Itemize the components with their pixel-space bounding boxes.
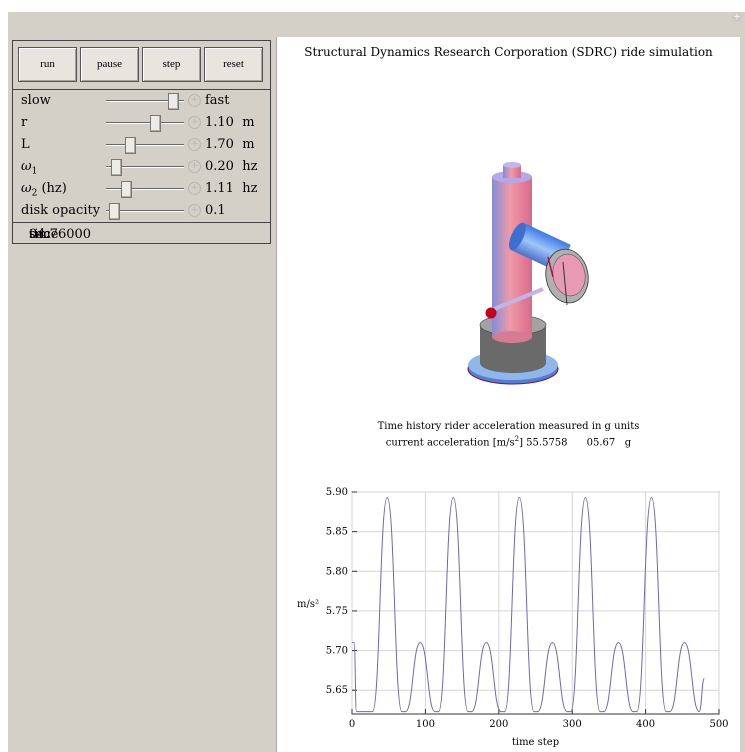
rider-point	[485, 307, 497, 319]
plus-corner-icon[interactable]: +	[732, 12, 742, 22]
x-tick-label: 400	[636, 719, 655, 730]
speed-fast-label: fast	[205, 93, 230, 108]
chart-title-line2: current acceleration [m/s2] 55.5758 05.6…	[385, 435, 632, 449]
L-row: L + 1.70 m	[13, 134, 270, 156]
omega1-value: 0.20 hz	[205, 159, 258, 174]
r-slider-track[interactable]	[106, 122, 184, 124]
x-tick-label: 300	[563, 719, 582, 730]
y-tick-label: 5.75	[326, 606, 348, 617]
button-row: run pause step reset	[13, 41, 270, 90]
r-value: 1.10 m	[205, 115, 255, 130]
pause-button[interactable]: pause	[80, 47, 139, 82]
opacity-slider-thumb[interactable]	[109, 203, 121, 220]
speed-slider-thumb[interactable]	[167, 93, 179, 110]
L-slider-track[interactable]	[106, 144, 184, 146]
y-tick-label: 5.90	[326, 487, 348, 498]
x-tick-label: 200	[489, 719, 508, 730]
column	[492, 177, 532, 337]
omega1-label: ω1	[21, 159, 38, 177]
x-tick-label: 500	[709, 719, 728, 730]
acceleration-chart: 0 100 200 300 400 500 5.65 5.70 5.75 5.80 5.85 5.90…	[297, 487, 729, 747]
omega2-slider-thumb[interactable]	[120, 181, 132, 198]
speed-expand-icon[interactable]: +	[188, 94, 201, 107]
opacity-expand-icon[interactable]: +	[188, 204, 201, 217]
omega1-expand-icon[interactable]: +	[188, 160, 201, 173]
r-label: r	[21, 115, 28, 130]
simulation-display: Structural Dynamics Research Corporation…	[276, 37, 740, 752]
L-value: 1.70 m	[205, 137, 255, 152]
x-tick-label: 0	[349, 719, 355, 730]
simulation-title: Structural Dynamics Research Corporation…	[304, 45, 713, 59]
grid	[351, 491, 720, 714]
L-slider-thumb[interactable]	[124, 137, 136, 154]
omega2-expand-icon[interactable]: +	[188, 182, 201, 195]
ride-3d-render	[467, 162, 589, 385]
rider-rod	[491, 287, 544, 312]
y-tick-label: 5.65	[326, 685, 348, 696]
control-panel: run pause step reset slow + fast r + 1.1…	[12, 40, 271, 244]
run-button[interactable]: run	[18, 47, 77, 82]
y-axis-label: m/s²	[297, 599, 319, 610]
time-status: time 04.76000 sec	[13, 222, 270, 243]
omega2-label: ω2 (hz)	[21, 181, 67, 199]
time-value: 04.76000	[29, 227, 92, 242]
L-label: L	[21, 137, 30, 152]
opacity-slider-track[interactable]	[106, 210, 184, 212]
y-tick-label: 5.85	[326, 527, 348, 538]
omega1-slider-track[interactable]	[106, 166, 184, 168]
plot-frame	[351, 491, 720, 715]
speed-row: slow + fast	[13, 90, 270, 112]
acceleration-series-line	[352, 497, 705, 713]
axis-ticks: 0 100 200 300 400 500 5.65 5.70 5.75 5.80 5.85 5.90	[326, 487, 729, 730]
y-tick-label: 5.70	[326, 646, 348, 657]
opacity-label: disk opacity	[21, 203, 101, 218]
r-expand-icon[interactable]: +	[188, 116, 201, 129]
x-axis-label: time step	[512, 737, 559, 747]
step-button[interactable]: step	[142, 47, 201, 82]
y-tick-label: 5.80	[326, 566, 348, 577]
omega2-value: 1.11 hz	[205, 181, 258, 196]
r-row: r + 1.10 m	[13, 112, 270, 134]
omega2-slider-track[interactable]	[106, 188, 184, 190]
L-expand-icon[interactable]: +	[188, 138, 201, 151]
speed-slider-track[interactable]	[106, 100, 184, 102]
omega2-row: ω2 (hz) + 1.11 hz	[13, 178, 270, 200]
x-tick-label: 100	[416, 719, 435, 730]
opacity-row: disk opacity + 0.1	[13, 200, 270, 222]
chart-title-line1: Time history rider acceleration measured…	[377, 421, 640, 432]
omega1-row: ω1 + 0.20 hz	[13, 156, 270, 178]
opacity-value: 0.1	[205, 203, 226, 218]
speed-slow-label: slow	[21, 93, 51, 108]
r-slider-thumb[interactable]	[149, 115, 161, 132]
omega1-slider-thumb[interactable]	[111, 159, 123, 176]
reset-button[interactable]: reset	[204, 47, 263, 82]
